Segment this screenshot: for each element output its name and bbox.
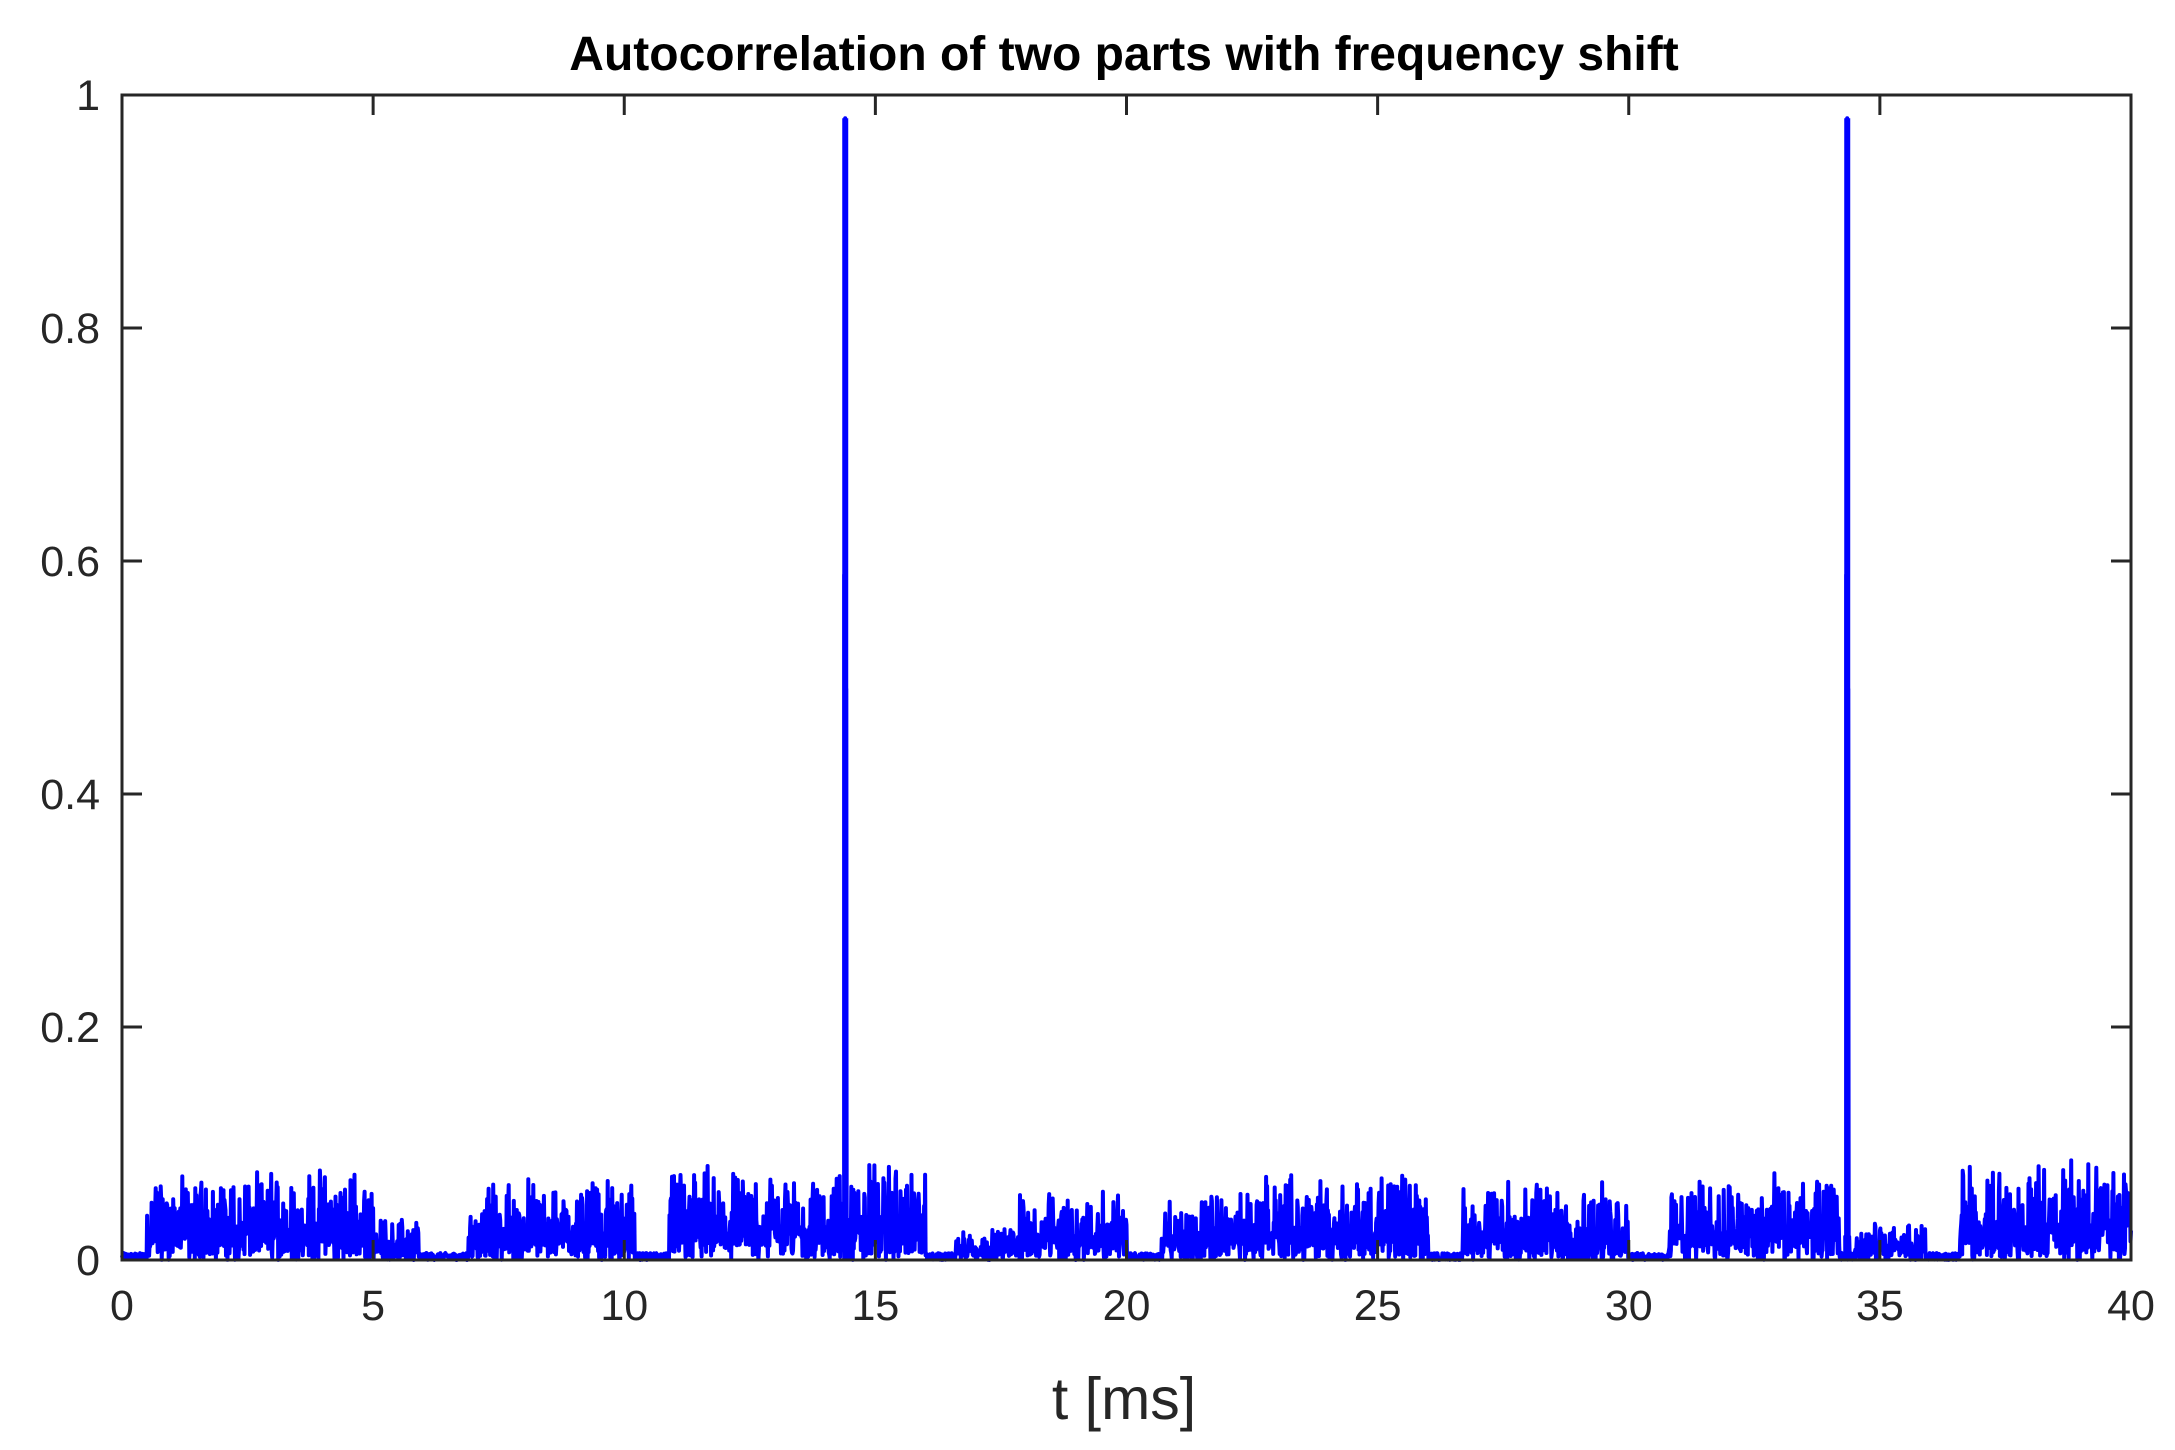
y-tick-label: 0.8: [40, 305, 100, 353]
x-tick-label: 0: [110, 1282, 134, 1330]
x-tick-label: 25: [1354, 1282, 1402, 1330]
x-tick-label: 40: [2107, 1282, 2155, 1330]
x-axis-label: t [ms]: [1052, 1366, 1196, 1432]
y-axis: 0 0.2 0.4 0.6 0.8 1: [40, 72, 2131, 1285]
y-tick-label: 0.4: [40, 771, 100, 819]
x-tick-label: 20: [1103, 1282, 1151, 1330]
y-tick-label: 0.6: [40, 538, 100, 586]
x-tick-label: 30: [1605, 1282, 1653, 1330]
x-tick-label: 10: [600, 1282, 648, 1330]
y-tick-label: 1: [76, 72, 100, 120]
y-tick-label: 0.2: [40, 1004, 100, 1052]
x-tick-label: 15: [851, 1282, 899, 1330]
x-axis: 0 5 10 15 20 25 30 35 40: [110, 95, 2155, 1330]
x-tick-label: 35: [1856, 1282, 1904, 1330]
x-tick-label: 5: [361, 1282, 385, 1330]
plot-area: [122, 95, 2131, 1260]
y-tick-label: 0: [76, 1237, 100, 1285]
chart-title: Autocorrelation of two parts with freque…: [569, 28, 1678, 81]
